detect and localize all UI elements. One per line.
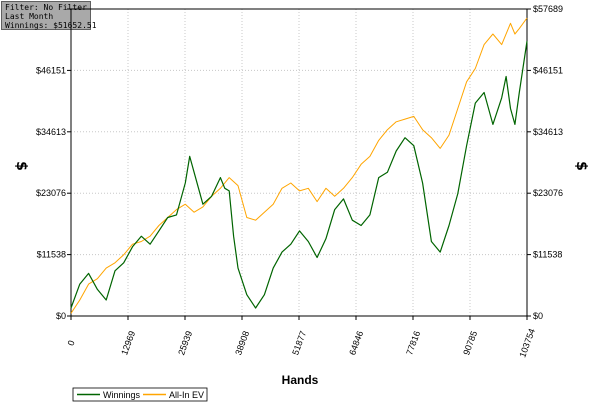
x-axis-ticks: 0 12969 25939 38908 51877 64846 77816 90785 1037… <box>66 316 537 359</box>
winnings-text: Winnings: $51652.51 <box>5 21 97 30</box>
filter-text: Filter: No Filter <box>5 3 87 12</box>
legend: Winnings All-In EV <box>72 387 208 402</box>
legend-label-winnings: Winnings <box>103 390 141 400</box>
x-tick-label-5: 64846 <box>347 330 365 357</box>
x-tick-label-7: 90785 <box>461 330 479 357</box>
x-tick-label-1: 12969 <box>119 330 137 357</box>
x-tick-label-2: 25939 <box>176 330 194 357</box>
x-tick-label-4: 51877 <box>290 330 308 357</box>
y-left-tick-label-1: $11538 <box>37 250 66 260</box>
y-right-tick-label-5: $57689 <box>533 4 563 14</box>
y-left-tick-label-3: $34613 <box>36 127 66 137</box>
y-right-tick-label-0: $0 <box>533 311 543 321</box>
x-tick-label-6: 77816 <box>404 330 422 357</box>
y-axis-right-title: $ <box>573 161 589 171</box>
x-tick-label-3: 38908 <box>233 330 251 357</box>
y-left-tick-label-2: $23076 <box>36 188 66 198</box>
y-left-tick-label-0: $0 <box>56 311 66 321</box>
info-box: Filter: No Filter Last Month Winnings: $… <box>1 1 97 30</box>
x-tick-label-0: 0 <box>66 339 77 347</box>
legend-label-all-in-ev: All-In EV <box>169 390 204 400</box>
x-tick-label-8: 103754 <box>517 327 537 359</box>
y-right-tick-label-1: $11538 <box>533 250 562 260</box>
legend-box <box>72 387 208 402</box>
y-axis-left-ticks: $0 $11538 $23076 $34613 $46151 <box>36 8 71 321</box>
chart-grid <box>70 8 528 317</box>
series-line-all-in-ev <box>70 17 528 314</box>
series-group <box>70 17 528 314</box>
y-right-tick-label-2: $23076 <box>533 188 563 198</box>
y-axis-left-title: $ <box>13 161 29 171</box>
period-text: Last Month <box>5 12 54 21</box>
y-right-tick-label-4: $46151 <box>533 65 563 75</box>
x-axis-title: Hands <box>282 373 319 387</box>
y-axis-right-ticks: $0 $11538 $23076 $34613 $46151 $57689 <box>527 4 563 321</box>
y-left-tick-label-4: $46151 <box>36 65 66 75</box>
y-right-tick-label-3: $34613 <box>533 127 563 137</box>
series-line-winnings <box>70 41 528 309</box>
